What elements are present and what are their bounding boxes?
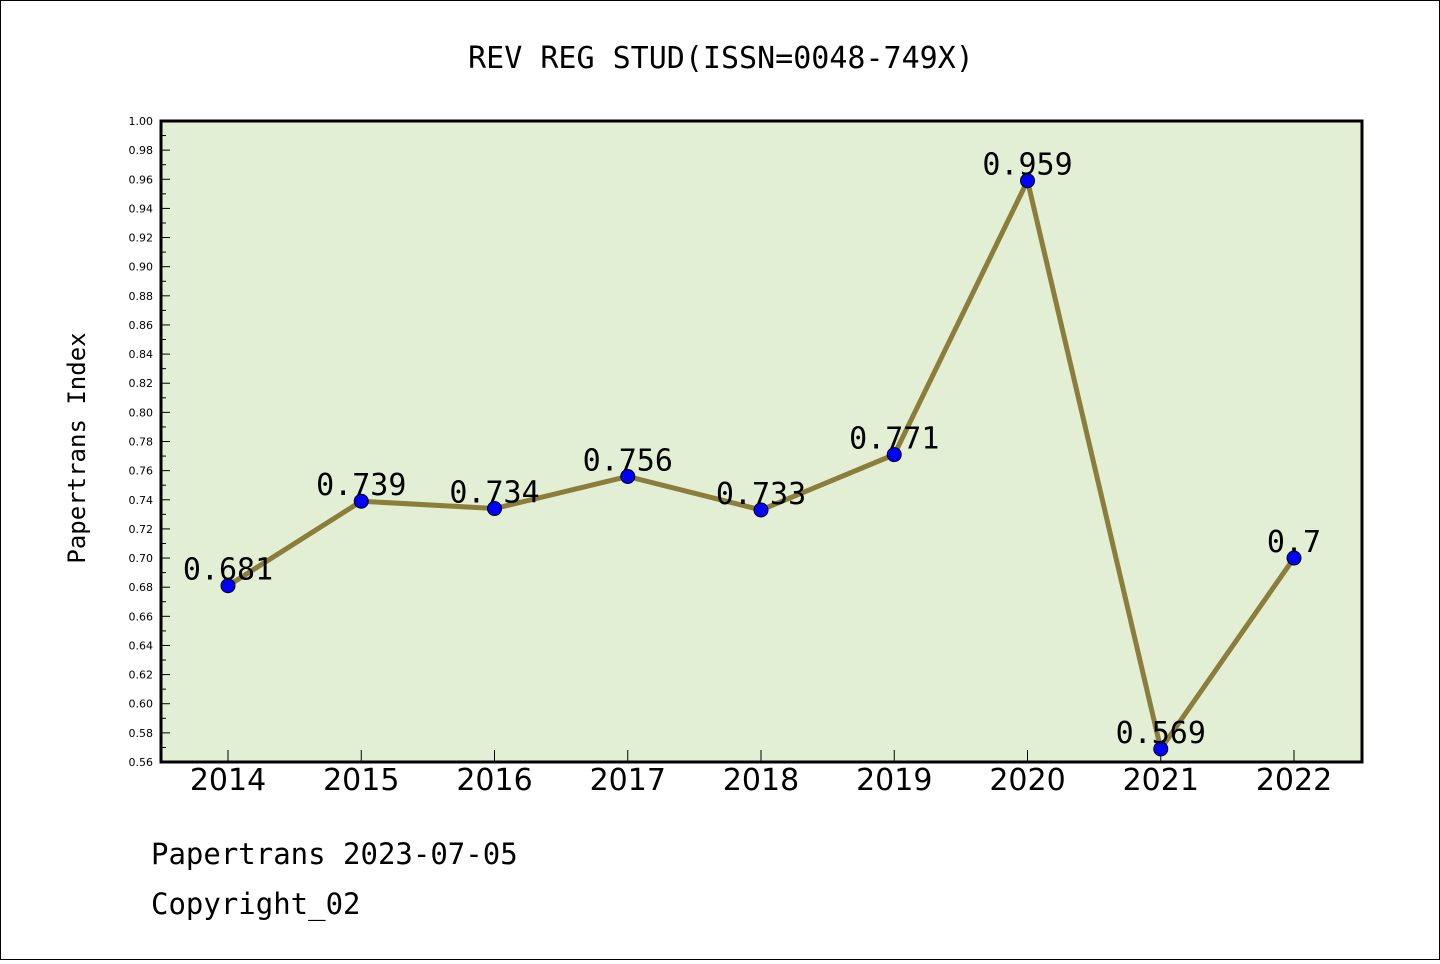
- y-tick-label: 0.58: [129, 727, 154, 740]
- footer-date: Papertrans 2023-07-05: [151, 837, 518, 871]
- y-tick-label: 0.86: [129, 319, 154, 332]
- data-label: 0.734: [449, 476, 539, 511]
- data-label: 0.7: [1267, 525, 1321, 560]
- y-tick-label: 0.84: [129, 348, 154, 361]
- y-tick-label: 0.76: [129, 465, 154, 478]
- data-label: 0.681: [183, 553, 273, 588]
- y-axis-ticks: 0.56 0.58 0.60 0.62 0.64 0.66 0.68 0.70 0.72 0.74…: [129, 115, 170, 769]
- y-tick-label: 0.56: [129, 756, 154, 769]
- data-label: 0.959: [982, 148, 1072, 183]
- data-label: 0.771: [849, 422, 939, 457]
- y-tick-label: 0.96: [129, 173, 154, 186]
- data-markers: [220, 173, 1302, 757]
- data-point-marker: [886, 447, 902, 463]
- x-tick-label: 2014: [190, 763, 266, 798]
- data-point-marker: [220, 578, 236, 594]
- data-labels: 0.681 0.739 0.734 0.756 0.733 0.771 0.959 0.569…: [183, 148, 1321, 751]
- y-tick-label: 0.70: [129, 552, 154, 565]
- y-tick-label: 0.90: [129, 261, 154, 274]
- y-tick-label: 0.82: [129, 377, 154, 390]
- x-tick-label: 2020: [989, 763, 1065, 798]
- data-label: 0.756: [583, 443, 673, 478]
- x-tick-label: 2017: [590, 763, 666, 798]
- chart-title: REV REG STUD(ISSN=0048-749X): [468, 41, 974, 76]
- x-axis-ticks: 2014 2015 2016 2017 2018 2019 2020 2021 2022: [190, 750, 1332, 798]
- data-point-marker: [1286, 550, 1302, 566]
- y-tick-label: 0.72: [129, 523, 154, 536]
- footer-copyright: Copyright_02: [151, 887, 361, 922]
- y-tick-label: 0.98: [129, 144, 154, 157]
- y-tick-label: 0.94: [129, 202, 154, 215]
- y-tick-label: 0.66: [129, 610, 154, 623]
- y-axis-label: Papertrans Index: [63, 332, 91, 563]
- data-point-marker: [1020, 173, 1035, 189]
- y-tick-label: 0.92: [129, 232, 154, 245]
- y-tick-label: 0.78: [129, 436, 154, 449]
- data-point-marker: [353, 493, 369, 509]
- data-label: 0.569: [1116, 716, 1206, 751]
- data-point-marker: [1153, 741, 1169, 757]
- x-tick-label: 2019: [856, 763, 932, 798]
- data-point-marker: [487, 501, 502, 517]
- y-tick-label: 0.88: [129, 290, 154, 303]
- x-tick-label: 2022: [1256, 763, 1332, 798]
- y-tick-label: 0.80: [129, 406, 154, 419]
- data-point-marker: [753, 502, 769, 518]
- y-tick-label: 0.62: [129, 669, 154, 682]
- x-tick-label: 2018: [723, 763, 799, 798]
- x-tick-label: 2021: [1123, 763, 1199, 798]
- data-point-marker: [620, 468, 636, 484]
- y-tick-label: 0.64: [129, 639, 154, 652]
- y-tick-label: 0.60: [129, 698, 154, 711]
- x-tick-label: 2015: [323, 763, 399, 798]
- x-tick-label: 2016: [456, 763, 532, 798]
- y-tick-label: 0.68: [129, 581, 154, 594]
- data-label: 0.733: [716, 477, 806, 512]
- data-label: 0.739: [316, 468, 406, 503]
- y-tick-label: 0.74: [129, 494, 154, 507]
- y-tick-label: 1.00: [129, 115, 154, 128]
- plot-area: [159, 119, 1364, 764]
